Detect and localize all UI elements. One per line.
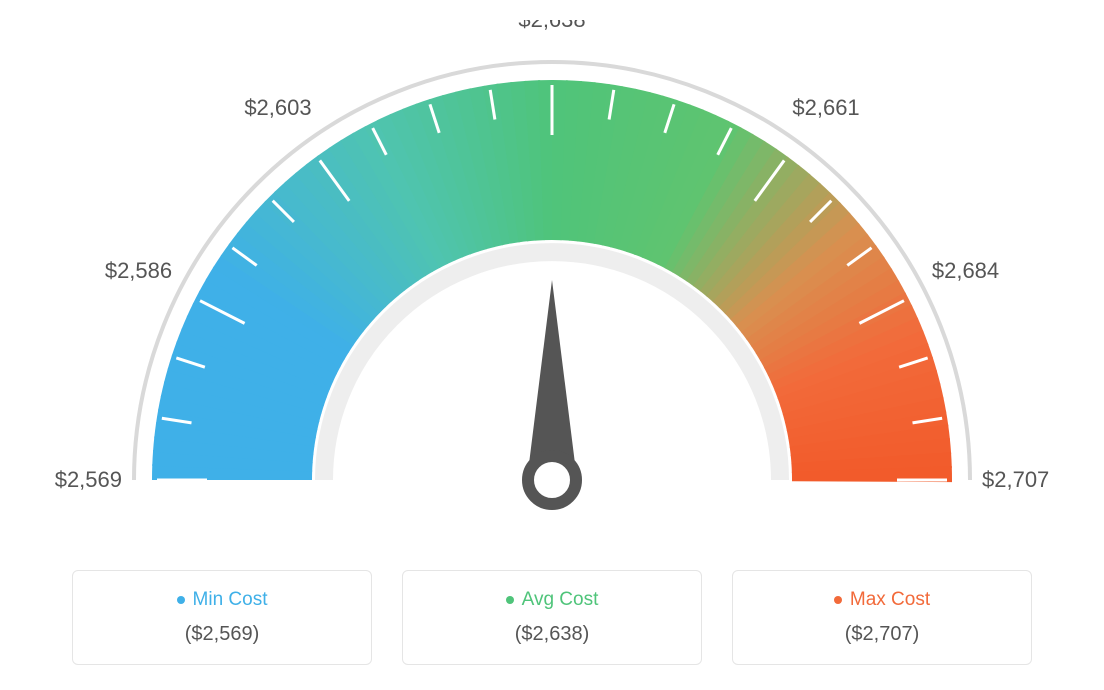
- legend-card: Min Cost ($2,569): [72, 570, 372, 665]
- legend-card: Avg Cost ($2,638): [402, 570, 702, 665]
- tick-label: $2,684: [932, 258, 999, 283]
- legend-dot-icon: [834, 596, 842, 604]
- gauge-chart: $2,569 $2,586 $2,603 $2,638 $2,661 $2,684 $2,7…: [20, 20, 1084, 560]
- legend-card: Max Cost ($2,707): [732, 570, 1032, 665]
- tick-label: $2,707: [982, 467, 1049, 492]
- tick-label: $2,638: [518, 20, 585, 32]
- legend-row: Min Cost ($2,569) Avg Cost ($2,638) Max Cost…: [20, 570, 1084, 665]
- needle-hub: [528, 456, 576, 504]
- legend-title: Min Cost: [93, 589, 351, 611]
- legend-title-text: Avg Cost: [522, 589, 599, 610]
- legend-dot-icon: [506, 596, 514, 604]
- legend-title: Avg Cost: [423, 589, 681, 611]
- legend-value: ($2,569): [93, 623, 351, 646]
- tick-label: $2,603: [244, 95, 311, 120]
- gauge-svg: $2,569 $2,586 $2,603 $2,638 $2,661 $2,684 $2,7…: [20, 20, 1084, 560]
- tick-label: $2,661: [792, 95, 859, 120]
- legend-value: ($2,638): [423, 623, 681, 646]
- legend-dot-icon: [177, 596, 185, 604]
- tick-label: $2,569: [55, 467, 122, 492]
- tick-label: $2,586: [105, 258, 172, 283]
- legend-title: Max Cost: [753, 589, 1011, 611]
- legend-title-text: Min Cost: [193, 589, 268, 610]
- legend-value: ($2,707): [753, 623, 1011, 646]
- legend-title-text: Max Cost: [850, 589, 930, 610]
